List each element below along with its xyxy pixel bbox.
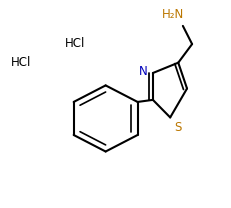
Text: HCl: HCl <box>11 56 31 69</box>
Text: S: S <box>173 121 181 134</box>
Text: HCl: HCl <box>65 37 85 50</box>
Text: H₂N: H₂N <box>161 8 183 21</box>
Text: N: N <box>138 66 146 78</box>
